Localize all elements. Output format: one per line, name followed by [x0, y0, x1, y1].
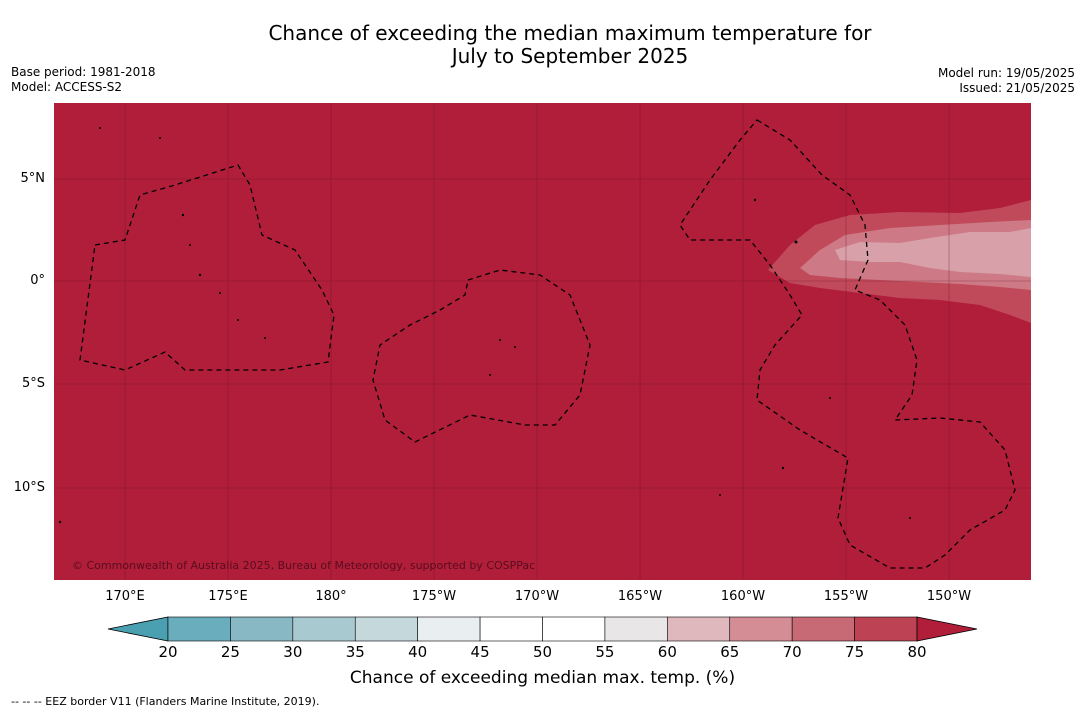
- colorbar-tick-label: 35: [345, 643, 365, 661]
- colorbar-tick-label: 70: [782, 643, 802, 661]
- colorbar-swatch: [417, 616, 481, 642]
- colorbar-swatch: [292, 616, 356, 642]
- eez-tuvalu: [79, 164, 335, 371]
- meta-left: Base period: 1981-2018 Model: ACCESS-S2: [11, 65, 156, 95]
- legend-note: -- -- -- EEZ border V11 (Flanders Marine…: [11, 695, 320, 708]
- lon-label-155w: 155°W: [823, 589, 869, 604]
- colorbar-swatch: [791, 616, 855, 642]
- lon-label-165w: 165°W: [617, 589, 663, 604]
- colorbar-title: Chance of exceeding median max. temp. (%…: [349, 668, 736, 688]
- issued-date: Issued: 21/05/2025: [959, 81, 1075, 95]
- title-line-2: July to September 2025: [451, 44, 689, 68]
- eez-borders: [79, 119, 1016, 569]
- lat-label-10s: 10°S: [13, 480, 45, 495]
- colorbar-tick-label: 30: [283, 643, 303, 661]
- colorbar-swatch: [854, 616, 918, 642]
- colorbar-tick-label: 55: [595, 643, 615, 661]
- colorbar-tick-label: 20: [158, 643, 178, 661]
- colorbar-tick-label: 80: [907, 643, 927, 661]
- lat-label-5s: 5°S: [21, 376, 45, 391]
- colorbar-swatch: [604, 616, 668, 642]
- copyright-note: © Commonwealth of Australia 2025, Bureau…: [72, 559, 536, 572]
- colorbar-tick-label: 50: [532, 643, 553, 661]
- base-period: Base period: 1981-2018: [11, 65, 156, 79]
- band-60-65: [835, 228, 1031, 277]
- lon-label-175e: 175°E: [208, 589, 248, 604]
- colorbar-swatch: [667, 616, 731, 642]
- lon-label-180: 180°: [315, 589, 347, 604]
- lon-label-170w: 170°W: [514, 589, 560, 604]
- colorbar-tick-label: 40: [408, 643, 428, 661]
- colorbar-swatch: [542, 616, 606, 642]
- colorbar: [107, 616, 978, 642]
- colorbar-high-extend: [916, 616, 978, 642]
- colorbar-tick-label: 75: [845, 643, 865, 661]
- lon-label-150w: 150°W: [926, 589, 972, 604]
- colorbar-swatch: [479, 616, 543, 642]
- eez-line-islands: [679, 119, 1016, 569]
- model-run: Model run: 19/05/2025: [937, 66, 1075, 80]
- map-title: Chance of exceeding the median maximum t…: [0, 22, 1085, 68]
- lon-label-175w: 175°W: [411, 589, 457, 604]
- lat-label-5n: 5°N: [20, 171, 46, 186]
- lon-label-170e: 170°E: [105, 589, 145, 604]
- map-background: [54, 103, 1031, 580]
- colorbar-swatch: [230, 616, 294, 642]
- graticule: [54, 103, 1031, 580]
- colorbar-swatch: [729, 616, 793, 642]
- lat-label-0: 0°: [30, 273, 45, 288]
- island-markers: [58, 127, 911, 524]
- colorbar-tick-label: 65: [720, 643, 740, 661]
- colorbar-tick-label: 25: [220, 643, 240, 661]
- colorbar-tick-label: 45: [470, 643, 490, 661]
- eez-phoenix: [372, 269, 591, 443]
- lon-label-160w: 160°W: [720, 589, 766, 604]
- colorbar-tick-label: 60: [657, 643, 677, 661]
- title-line-1: Chance of exceeding the median maximum t…: [268, 21, 872, 45]
- colorbar-swatch: [354, 616, 418, 642]
- model-name: Model: ACCESS-S2: [11, 80, 123, 94]
- colorbar-swatch: [167, 616, 231, 642]
- colorbar-low-extend: [107, 616, 169, 642]
- meta-right: Model run: 19/05/2025 Issued: 21/05/2025: [938, 66, 1075, 96]
